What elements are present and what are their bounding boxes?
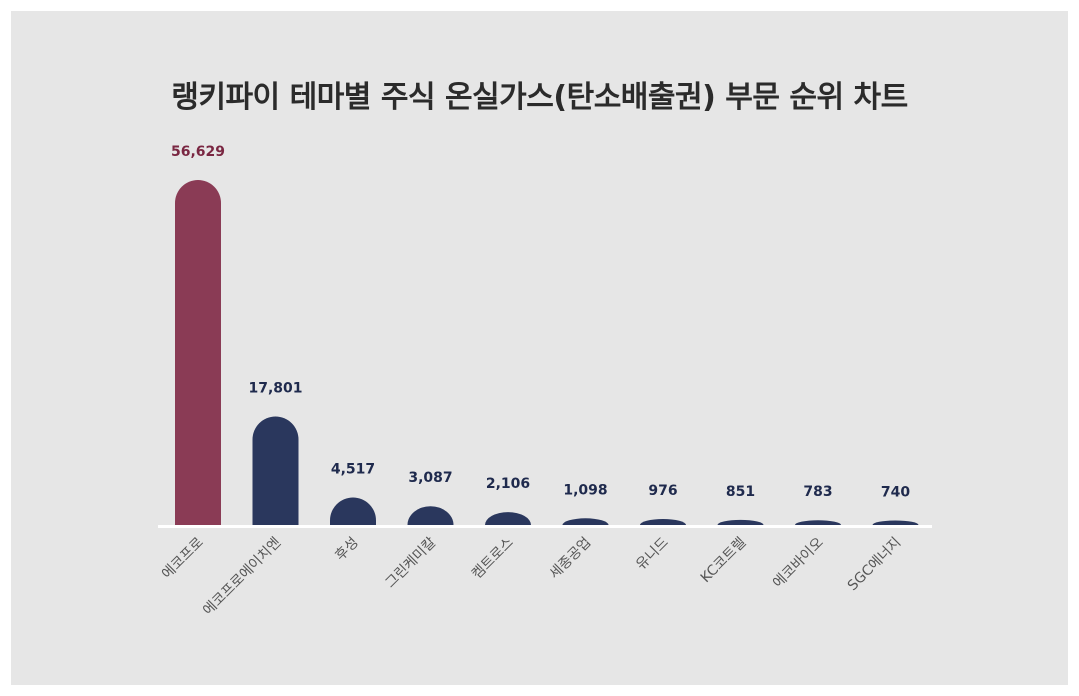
value-labels-group: 56,629 17,801 4,517 3,087 2,106 1,098 976 851 78… [171,144,910,500]
bar-1 [175,180,221,525]
category-label-2: 에코프로에이치엔 [200,535,284,619]
category-label-10: SGC에너지 [845,535,905,595]
bar-6 [562,518,609,525]
category-label-7: 유니드 [633,534,672,573]
bar-5 [485,512,531,525]
value-label-3: 4,517 [331,461,375,477]
value-label-8: 851 [726,484,755,500]
bar-9 [795,520,841,525]
value-label-4: 3,087 [408,470,452,486]
value-label-7: 976 [648,483,677,499]
category-label-5: 켐트로스 [469,534,517,582]
category-label-6: 세종공업 [547,535,595,583]
bars-group [175,180,919,525]
value-label-6: 1,098 [563,482,607,498]
category-label-3: 후성 [332,535,362,565]
chart-title: 랭키파이 테마별 주식 온실가스(탄소배출권) 부문 순위 차트 [171,80,908,115]
value-label-10: 740 [881,484,910,500]
bar-7 [640,519,686,525]
bar-8 [717,519,764,525]
category-label-1: 에코프로 [159,534,207,582]
value-label-2: 17,801 [248,381,302,397]
bar-2 [252,416,299,525]
value-label-1: 56,629 [171,144,225,160]
value-label-9: 783 [803,484,832,500]
category-label-8: KC코트렐 [698,535,750,587]
bar-10 [872,520,919,525]
bar-4 [407,506,454,525]
value-label-5: 2,106 [486,476,530,492]
category-label-4: 그린케미칼 [382,534,439,591]
bar-3 [330,497,376,525]
category-label-9: 에코바이오 [770,534,827,591]
